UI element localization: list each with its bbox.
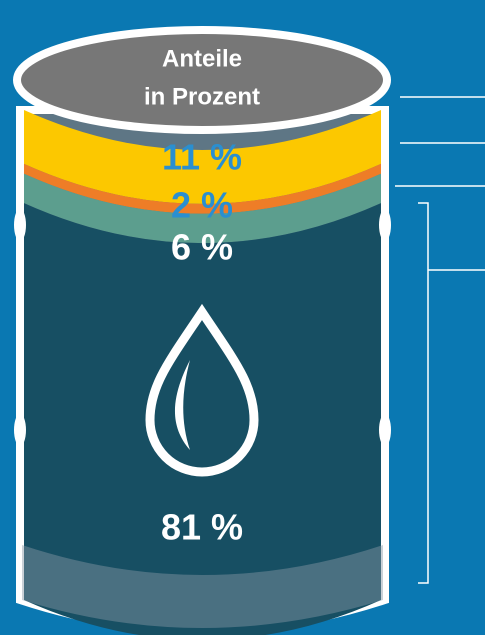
hoop (379, 209, 391, 241)
hoop (14, 209, 26, 241)
hoop (379, 414, 391, 446)
value-label: 11 % (162, 137, 242, 178)
title-line: Anteile (162, 45, 242, 72)
value-label: 6 % (171, 227, 233, 268)
page: Anteile in Prozent 11 %2 %6 %81 % (() =>… (0, 0, 485, 635)
value-label: 81 % (161, 507, 243, 548)
chart: Anteile in Prozent 11 % 2 %6 % 81 % (0, 0, 485, 635)
title-line: in Prozent (144, 83, 260, 110)
hoop (14, 414, 26, 446)
value-label: 2 % (171, 185, 233, 226)
